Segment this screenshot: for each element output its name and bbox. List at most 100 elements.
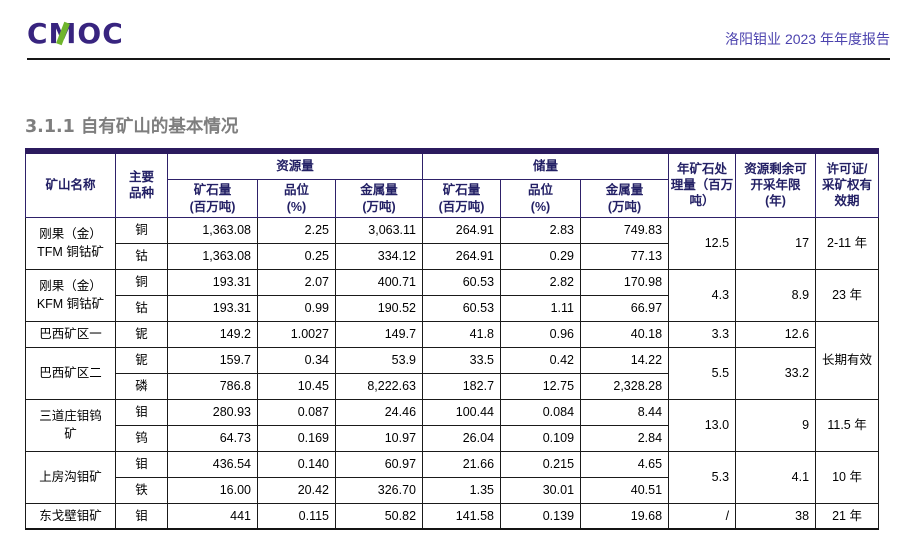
- value-cell: 0.084: [500, 398, 582, 426]
- col-header-main-variety: 主要 品种: [115, 150, 168, 218]
- page-header: CMOC 洛阳钼业 2023 年年度报告: [27, 0, 890, 60]
- value-cell: 14.22: [580, 346, 670, 374]
- value-cell: 24.46: [334, 398, 424, 426]
- license-cell: 长期有效: [815, 320, 880, 400]
- value-cell: 41.8: [422, 320, 502, 348]
- mine-name-cell: 三道庄钼钨 矿: [25, 398, 116, 452]
- variety-cell: 铜: [115, 268, 168, 296]
- variety-cell: 钼: [115, 398, 168, 426]
- mine-name-cell: 巴西矿区一: [25, 320, 116, 348]
- license-cell: 23 年: [815, 268, 880, 322]
- mine-name-cell: 巴西矿区二: [25, 346, 116, 400]
- remaining-years-cell: 12.6: [735, 320, 817, 348]
- value-cell: 0.25: [257, 242, 336, 270]
- value-cell: 64.73: [167, 424, 258, 452]
- variety-cell: 磷: [115, 372, 168, 400]
- table-row: 铁 16.00 20.42 326.70 1.35 30.01 40.51: [26, 476, 879, 504]
- mines-table: 矿山名称 主要 品种 资源量 储量 年矿石处 理量（百万 吨） 资源剩余可 开采…: [25, 147, 880, 531]
- value-cell: 0.215: [500, 450, 582, 478]
- col-header-res-ore: 矿石量 (百万吨): [167, 179, 258, 218]
- cmoc-logo: CMOC: [27, 20, 124, 48]
- table-row: 刚果（金） KFM 铜钴矿铜 193.31 2.07 400.71 60.53 2.82 1…: [25, 268, 880, 322]
- license-cell: 2-11 年: [815, 216, 880, 270]
- value-cell: 8.44: [580, 398, 670, 426]
- license-cell: 10 年: [815, 450, 880, 504]
- value-cell: 100.44: [422, 398, 502, 426]
- value-cell: 40.18: [580, 320, 670, 348]
- mine-name-cell: 上房沟钼矿: [25, 450, 116, 504]
- value-cell: 77.13: [580, 242, 670, 270]
- value-cell: 2.84: [580, 424, 670, 452]
- value-cell: 0.34: [257, 346, 336, 374]
- value-cell: 1,363.08: [167, 242, 258, 270]
- value-cell: 2.25: [257, 216, 336, 244]
- logo-text: CMOC: [27, 17, 124, 50]
- license-cell: 11.5 年: [815, 398, 880, 452]
- annual-processing-cell: 4.3: [668, 268, 737, 322]
- value-cell: 19.68: [580, 502, 670, 530]
- value-cell: 60.53: [422, 294, 502, 322]
- value-cell: 33.5: [422, 346, 502, 374]
- value-cell: 786.8: [167, 372, 258, 400]
- value-cell: 0.96: [500, 320, 582, 348]
- value-cell: 53.9: [334, 346, 424, 374]
- value-cell: 66.97: [580, 294, 670, 322]
- value-cell: 21.66: [422, 450, 502, 478]
- col-header-annual-processing: 年矿石处 理量（百万 吨）: [668, 150, 737, 218]
- annual-processing-cell: /: [668, 502, 737, 530]
- value-cell: 2.07: [257, 268, 336, 296]
- mine-name-cell: 刚果（金） TFM 铜钴矿: [25, 216, 116, 270]
- value-cell: 264.91: [422, 242, 502, 270]
- annual-processing-cell: 5.3: [668, 450, 737, 504]
- value-cell: 0.109: [500, 424, 582, 452]
- report-title: 洛阳钼业 2023 年年度报告: [725, 31, 890, 47]
- value-cell: 2,328.28: [580, 372, 670, 400]
- value-cell: 12.75: [500, 372, 582, 400]
- variety-cell: 铜: [115, 216, 168, 244]
- value-cell: 40.51: [580, 476, 670, 504]
- value-cell: 190.52: [334, 294, 424, 322]
- value-cell: 193.31: [167, 268, 258, 296]
- remaining-years-cell: 4.1: [735, 450, 817, 504]
- col-header-license: 许可证/ 采矿权有 效期: [815, 150, 880, 218]
- remaining-years-cell: 38: [735, 502, 817, 530]
- value-cell: 280.93: [167, 398, 258, 426]
- col-header-rsv-grade: 品位 (%): [500, 179, 582, 218]
- mine-name-cell: 刚果（金） KFM 铜钴矿: [25, 268, 116, 322]
- table-row: 东戈壁钼矿钼 441 0.115 50.82 141.58 0.139 19.68/38 21…: [25, 502, 880, 530]
- value-cell: 436.54: [167, 450, 258, 478]
- annual-processing-cell: 13.0: [668, 398, 737, 452]
- value-cell: 149.2: [167, 320, 258, 348]
- value-cell: 0.140: [257, 450, 336, 478]
- value-cell: 400.71: [334, 268, 424, 296]
- value-cell: 159.7: [167, 346, 258, 374]
- variety-cell: 钨: [115, 424, 168, 452]
- remaining-years-cell: 33.2: [735, 346, 817, 400]
- value-cell: 50.82: [334, 502, 424, 530]
- table-row: 刚果（金） TFM 铜钴矿铜 1,363.08 2.25 3,063.11 264.91…: [25, 216, 880, 270]
- value-cell: 193.31: [167, 294, 258, 322]
- value-cell: 182.7: [422, 372, 502, 400]
- value-cell: 30.01: [500, 476, 582, 504]
- table-row: 巴西矿区一铌 149.2 1.0027 149.7 41.8 0.96 40.18 3.3 12…: [25, 320, 880, 400]
- value-cell: 1.11: [500, 294, 582, 322]
- value-cell: 16.00: [167, 476, 258, 504]
- col-header-res-grade: 品位 (%): [257, 179, 336, 218]
- col-header-rsv-ore: 矿石量 (百万吨): [422, 179, 502, 218]
- remaining-years-cell: 17: [735, 216, 817, 270]
- table-row: 巴西矿区二铌 159.7 0.34 53.9 33.5 0.42 14.22 5.5 33.2: [25, 346, 879, 400]
- variety-cell: 钴: [115, 294, 168, 322]
- value-cell: 2.83: [500, 216, 582, 244]
- value-cell: 0.99: [257, 294, 336, 322]
- license-cell: 21 年: [815, 502, 880, 530]
- table-row: 磷 786.8 10.45 8,222.63 182.7 12.75 2,328.28: [26, 372, 879, 400]
- table-sub-header-row: 矿石量 (百万吨) 品位 (%) 金属量 (万吨) 矿石量 (百万吨) 品位 (…: [26, 179, 879, 218]
- col-header-reserves-group: 储量: [422, 150, 670, 181]
- table-row: 上房沟钼矿钼 436.54 0.140 60.97 21.66 0.215 4.65 5.3 4…: [25, 450, 880, 504]
- col-header-mine-name: 矿山名称: [25, 150, 116, 218]
- value-cell: 1.0027: [257, 320, 336, 348]
- col-header-rsv-metal: 金属量 (万吨): [580, 179, 670, 218]
- variety-cell: 钼: [115, 502, 168, 530]
- value-cell: 20.42: [257, 476, 336, 504]
- value-cell: 0.169: [257, 424, 336, 452]
